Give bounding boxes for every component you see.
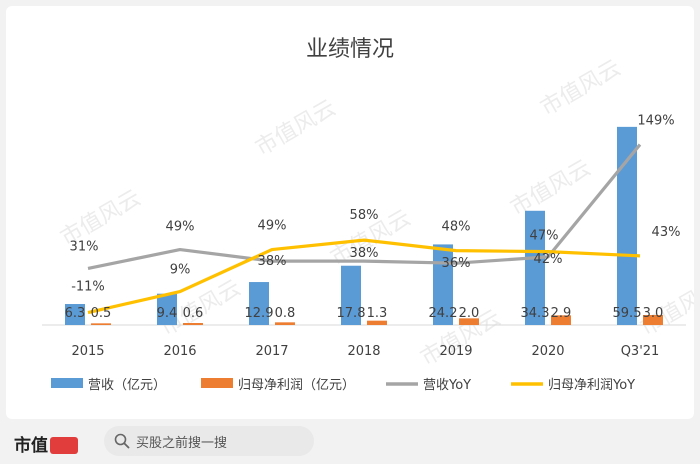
revenue-yoy-label: 31% [70, 239, 99, 254]
net-profit-yoy-label: 58% [350, 208, 379, 223]
x-tick-label: 2015 [71, 344, 104, 359]
chart-card: 市值风云 市值风云 市值风云 市值风云 市值风云 市值风云 市值风云 市值风云 业绩情况 6.3 0… [6, 6, 694, 419]
footer-bar: 市值 买股之前搜一搜 [0, 419, 700, 464]
net-profit-data-label: 2.0 [459, 306, 480, 321]
revenue-bar [157, 293, 177, 325]
net-profit-data-label: 2.9 [551, 306, 572, 321]
watermark-text: 市值风云 [252, 96, 341, 162]
watermark-text: 市值风云 [507, 156, 596, 222]
revenue-data-label: 9.4 [157, 306, 178, 321]
search-box[interactable]: 买股之前搜一搜 [104, 426, 314, 456]
net-profit-data-label: 3.0 [643, 306, 664, 321]
net-profit-yoy-label: 48% [442, 220, 471, 235]
net-profit-data-label: 0.5 [91, 306, 112, 321]
net-profit-bar [367, 320, 387, 325]
revenue-data-label: 12.9 [245, 306, 274, 321]
net-profit-bar [275, 322, 295, 325]
search-icon [114, 433, 130, 449]
legend-label: 营收（亿元） [88, 378, 166, 393]
watermark-text: 市值风云 [537, 56, 626, 122]
revenue-yoy-label: 42% [534, 252, 563, 267]
x-tick-label: 2017 [255, 344, 288, 359]
x-tick-label: Q3'21 [621, 344, 660, 359]
net-profit-bar [91, 323, 111, 325]
revenue-bar [617, 126, 637, 326]
revenue-yoy-label: 38% [350, 246, 379, 261]
x-tick-label: 2018 [347, 344, 380, 359]
net-profit-bar [459, 318, 479, 325]
revenue-yoy-line [87, 143, 642, 271]
revenue-bar [341, 265, 361, 325]
brand-name: 市值 [14, 436, 48, 456]
x-tick-label: 2020 [531, 344, 564, 359]
revenue-yoy-label: 49% [166, 220, 195, 235]
legend-label: 营收YoY [423, 378, 471, 393]
net-profit-data-label: 0.8 [275, 306, 296, 321]
net-profit-bar [551, 315, 571, 325]
brand-mark-icon [50, 437, 78, 454]
revenue-bar [65, 304, 85, 325]
net-profit-yoy-label: -11% [71, 280, 105, 295]
revenue-yoy-label: 36% [442, 256, 471, 271]
net-profit-yoy-label: 43% [652, 225, 681, 240]
legend-swatch [51, 378, 83, 388]
revenue-data-label: 24.2 [429, 306, 458, 321]
net-profit-yoy-label: 49% [258, 219, 287, 234]
net-profit-bar [643, 315, 663, 325]
net-profit-data-label: 0.6 [183, 306, 204, 321]
legend-label: 归母净利润YoY [548, 378, 635, 393]
revenue-data-label: 6.3 [65, 306, 86, 321]
revenue-yoy-label: 38% [258, 254, 287, 269]
x-tick-label: 2019 [439, 344, 472, 359]
x-tick-label: 2016 [163, 344, 196, 359]
revenue-data-label: 17.8 [337, 306, 366, 321]
revenue-data-label: 59.5 [613, 306, 642, 321]
net-profit-bar [183, 323, 203, 325]
revenue-bar [525, 210, 545, 325]
revenue-bar [249, 282, 269, 325]
net-profit-yoy-label: 9% [170, 263, 191, 278]
net-profit-data-label: 1.3 [367, 306, 388, 321]
revenue-data-label: 34.3 [521, 306, 550, 321]
legend-swatch [201, 378, 233, 388]
chart-title: 业绩情况 [306, 37, 394, 62]
legend-label: 归母净利润（亿元） [238, 378, 355, 393]
search-placeholder: 买股之前搜一搜 [136, 436, 228, 451]
brand-logo[interactable]: 市值 [14, 431, 78, 456]
net-profit-yoy-line [87, 238, 641, 315]
revenue-yoy-label: 149% [637, 114, 674, 129]
net-profit-yoy-label: 47% [530, 229, 559, 244]
